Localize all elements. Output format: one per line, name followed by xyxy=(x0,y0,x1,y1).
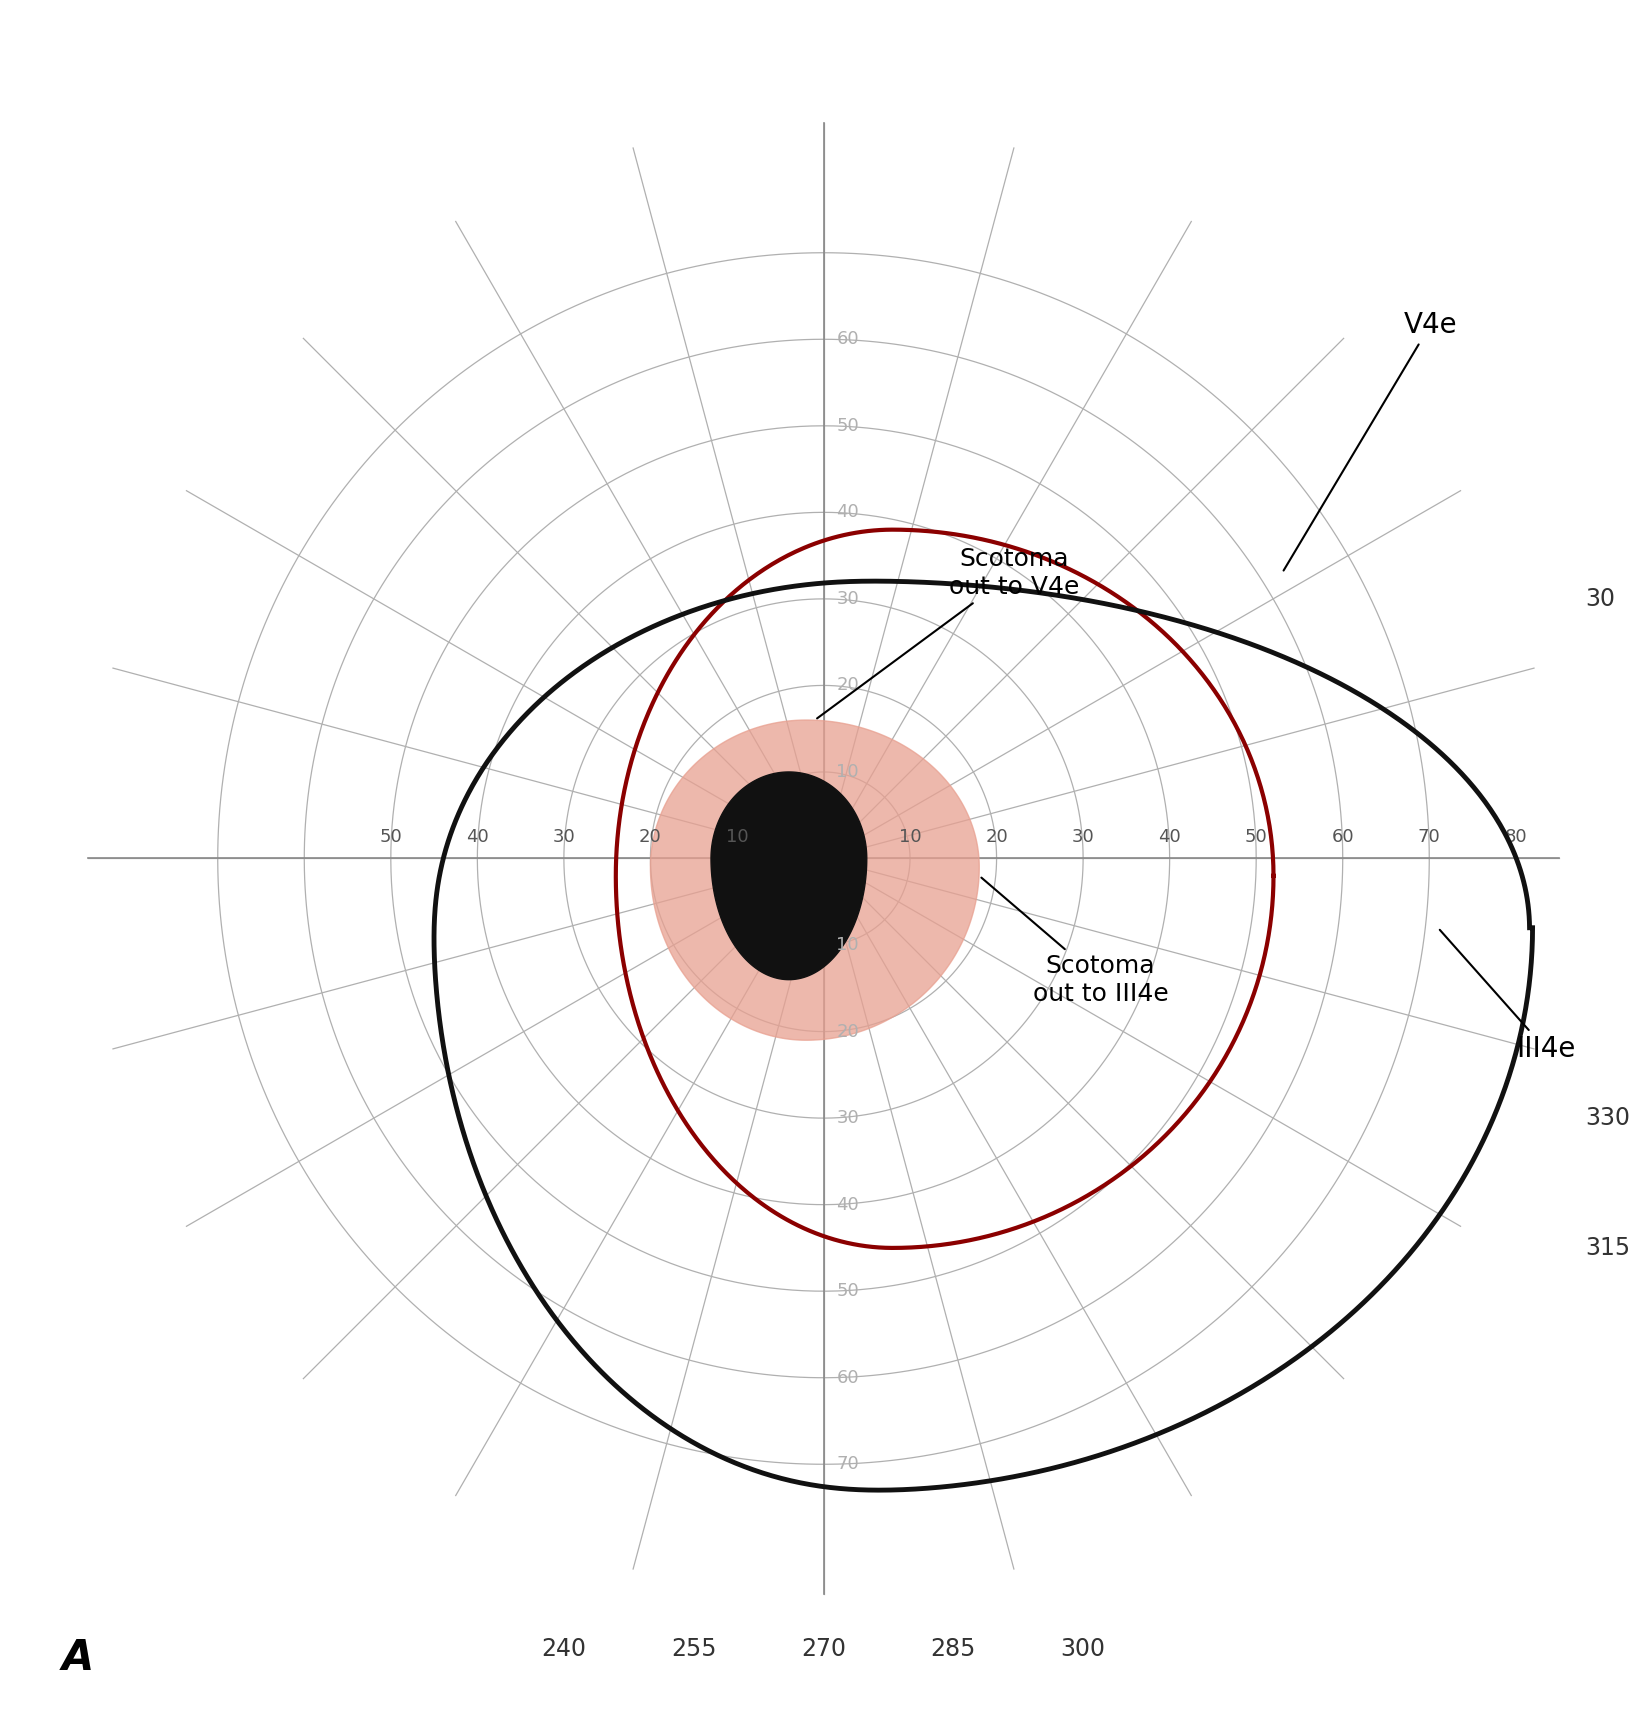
Text: 285: 285 xyxy=(931,1638,977,1662)
Text: 50: 50 xyxy=(379,828,402,845)
Text: 70: 70 xyxy=(837,1456,860,1473)
Text: 240: 240 xyxy=(542,1638,586,1662)
Text: 20: 20 xyxy=(837,676,860,694)
Polygon shape xyxy=(712,773,866,980)
Text: 255: 255 xyxy=(670,1638,716,1662)
Text: III4e: III4e xyxy=(1439,931,1575,1063)
Text: 30: 30 xyxy=(552,828,575,845)
Text: 50: 50 xyxy=(837,1283,860,1300)
Text: 40: 40 xyxy=(1158,828,1181,845)
Text: 20: 20 xyxy=(985,828,1008,845)
Text: 60: 60 xyxy=(837,330,860,349)
Text: 60: 60 xyxy=(837,1368,860,1387)
Text: V4e: V4e xyxy=(1283,311,1458,570)
Text: Scotoma
out to V4e: Scotoma out to V4e xyxy=(817,548,1079,718)
Text: 300: 300 xyxy=(1061,1638,1105,1662)
Text: 10: 10 xyxy=(837,936,860,955)
Text: 70: 70 xyxy=(1418,828,1441,845)
Text: 30: 30 xyxy=(1072,828,1095,845)
Text: 30: 30 xyxy=(1584,587,1616,611)
Text: 60: 60 xyxy=(1331,828,1354,845)
Text: 40: 40 xyxy=(466,828,489,845)
Text: 50: 50 xyxy=(1245,828,1268,845)
Text: 30: 30 xyxy=(837,591,860,608)
Text: 10: 10 xyxy=(899,828,921,845)
Text: 30: 30 xyxy=(837,1109,860,1126)
Text: 40: 40 xyxy=(837,503,860,522)
Text: 10: 10 xyxy=(726,828,748,845)
Text: 40: 40 xyxy=(837,1195,860,1214)
Text: 20: 20 xyxy=(639,828,662,845)
Text: A: A xyxy=(63,1638,94,1679)
Text: 80: 80 xyxy=(1504,828,1527,845)
Text: Scotoma
out to III4e: Scotoma out to III4e xyxy=(982,877,1168,1006)
Text: 10: 10 xyxy=(837,762,860,781)
Text: 270: 270 xyxy=(800,1638,847,1662)
Text: 330: 330 xyxy=(1584,1106,1631,1130)
Polygon shape xyxy=(651,719,980,1041)
Text: 50: 50 xyxy=(837,417,860,434)
Text: 20: 20 xyxy=(837,1023,860,1041)
Text: 315: 315 xyxy=(1584,1236,1631,1260)
